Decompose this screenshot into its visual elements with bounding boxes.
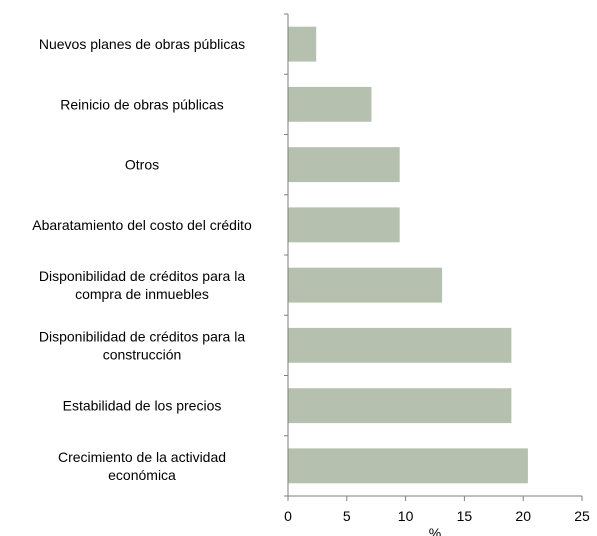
category-label-6: Estabilidad de los precios [63,398,222,414]
category-label-7: Crecimiento de la actividad económica [58,449,226,483]
bar-5 [288,327,512,363]
x-tick-label-5: 25 [574,508,590,524]
category-labels-group: Nuevos planes de obras públicas Reinicio … [32,13,288,497]
category-label-0: Nuevos planes de obras públicas [39,36,245,52]
bar-4 [288,267,443,303]
category-label-line: Abaratamiento del costo del crédito [32,217,252,233]
x-tick-label-3: 15 [457,508,473,524]
category-label-line: Disponibilidad de créditos para la [39,328,245,344]
category-label-line: Estabilidad de los precios [63,398,222,414]
x-tick-label-2: 10 [398,508,414,524]
category-label-line: compra de inmuebles [75,286,209,302]
bar-1 [288,86,372,122]
category-label-5: Disponibilidad de créditos para la constr… [39,328,245,362]
bar-2 [288,147,400,183]
x-tick-label-0: 0 [284,508,292,524]
category-label-line: construcción [103,346,182,362]
category-label-line: Reinicio de obras públicas [60,96,223,112]
bars-group [288,26,528,484]
category-label-1: Reinicio de obras públicas [60,96,223,112]
bar-7 [288,448,528,484]
bar-3 [288,207,400,243]
axes-group [287,14,582,497]
category-label-4: Disponibilidad de créditos para la compra… [39,268,245,302]
bar-0 [288,26,317,62]
x-tick-label-4: 20 [515,508,531,524]
category-label-line: Nuevos planes de obras públicas [39,36,245,52]
category-label-2: Otros [125,157,159,173]
category-label-line: Otros [125,157,159,173]
category-label-line: Disponibilidad de créditos para la [39,268,245,284]
category-label-line: económica [108,467,176,483]
bar-6 [288,388,512,424]
category-label-3: Abaratamiento del costo del crédito [32,217,252,233]
x-axis-title: % [429,525,441,536]
x-tick-label-1: 5 [343,508,351,524]
x-ticks-group: 0 5 10 15 20 25 [284,496,590,524]
category-label-line: Crecimiento de la actividad [58,449,226,465]
